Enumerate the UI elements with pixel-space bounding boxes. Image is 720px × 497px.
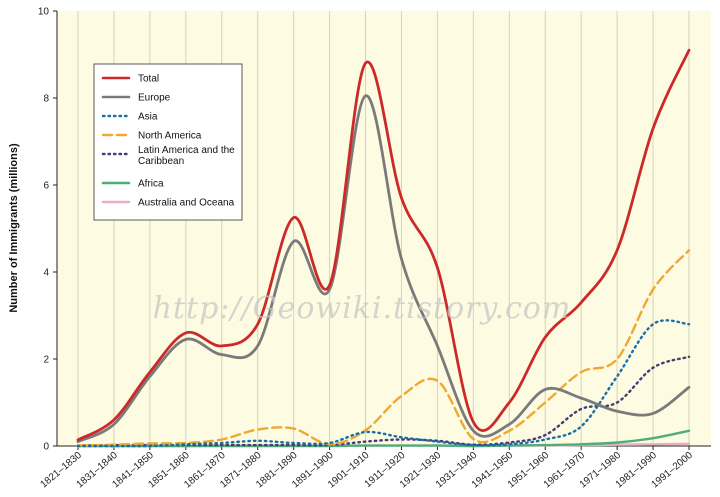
y-axis-title: Number of Immigrants (millions): [8, 143, 20, 313]
legend-label: Africa: [138, 179, 164, 190]
y-tick-label: 6: [43, 181, 49, 192]
legend-label: Australia and Oceana: [138, 198, 235, 209]
series-line-north-america: [76, 249, 691, 447]
legend-label: Latin America and the Caribbean: [138, 145, 235, 167]
y-tick-label: 10: [38, 7, 50, 18]
y-tick-label: 4: [43, 268, 49, 279]
legend-label: Europe: [138, 93, 171, 104]
series-lines: [76, 48, 691, 448]
legend-label: Total: [138, 74, 159, 85]
watermark: http://Geowiki.tistory.com: [153, 291, 572, 326]
legend-box: [93, 63, 243, 221]
x-tick-labels: 1821–18301831–18401841–18501851–18601861…: [39, 446, 695, 490]
legend-label: Asia: [138, 112, 158, 123]
y-tick-label: 0: [43, 442, 49, 453]
y-tick-labels: 0 2 4 6 8 10: [38, 7, 57, 453]
series-line-total: [76, 48, 691, 442]
y-tick-label: 2: [43, 355, 49, 366]
legend: Total Europe Asia North America Latin Americ…: [93, 63, 243, 221]
y-tick-label: 8: [43, 94, 49, 105]
series-line-asia: [76, 319, 691, 448]
legend-label: North America: [138, 131, 202, 142]
series-line-europe: [76, 94, 691, 443]
